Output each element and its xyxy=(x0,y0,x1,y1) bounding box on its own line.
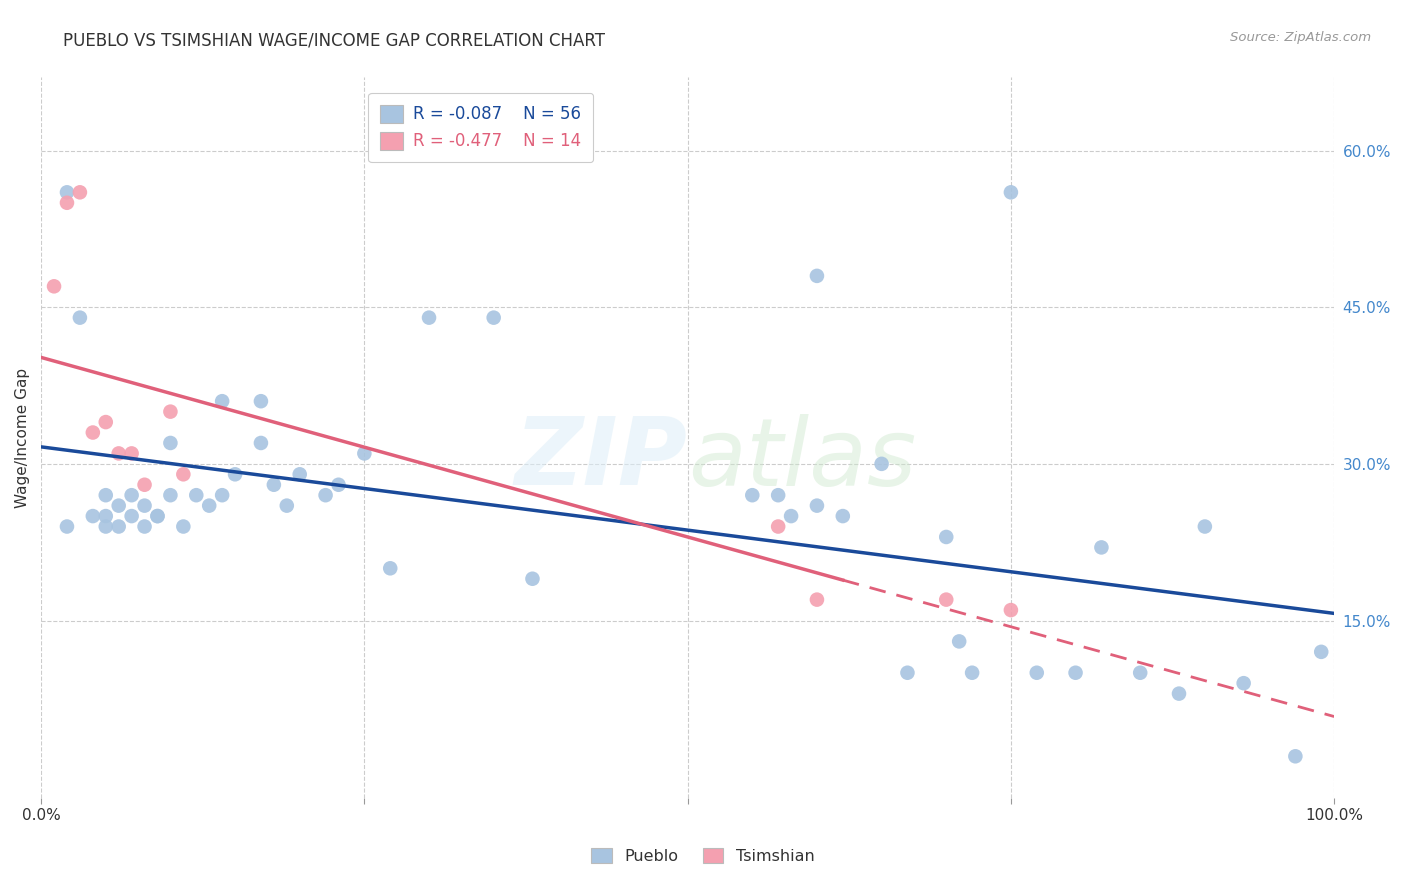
Point xyxy=(780,509,803,524)
Point xyxy=(211,394,233,409)
Text: PUEBLO VS TSIMSHIAN WAGE/INCOME GAP CORRELATION CHART: PUEBLO VS TSIMSHIAN WAGE/INCOME GAP CORR… xyxy=(63,31,605,49)
Point xyxy=(172,519,194,533)
Legend: R = -0.087    N = 56, R = -0.477    N = 14: R = -0.087 N = 56, R = -0.477 N = 14 xyxy=(368,93,593,162)
Point xyxy=(766,519,789,533)
Point xyxy=(56,186,79,200)
Text: Source: ZipAtlas.com: Source: ZipAtlas.com xyxy=(1230,31,1371,45)
Point xyxy=(224,467,246,482)
Point xyxy=(806,499,828,513)
Point xyxy=(82,509,104,524)
Point xyxy=(121,446,143,460)
Point xyxy=(56,195,79,210)
Point xyxy=(315,488,337,502)
Point xyxy=(522,572,544,586)
Point xyxy=(960,665,983,680)
Point xyxy=(935,592,957,607)
Text: ZIP: ZIP xyxy=(515,413,688,506)
Point xyxy=(935,530,957,544)
Point xyxy=(418,310,440,325)
Point xyxy=(288,467,311,482)
Point xyxy=(1064,665,1087,680)
Point xyxy=(134,499,156,513)
Point xyxy=(353,446,375,460)
Point xyxy=(121,488,143,502)
Point xyxy=(1129,665,1152,680)
Point xyxy=(198,499,221,513)
Point xyxy=(806,268,828,283)
Point xyxy=(94,488,117,502)
Point xyxy=(1233,676,1256,690)
Point xyxy=(211,488,233,502)
Point xyxy=(1284,749,1306,764)
Point xyxy=(121,509,143,524)
Point xyxy=(159,488,181,502)
Point xyxy=(1168,687,1191,701)
Point xyxy=(56,519,79,533)
Point xyxy=(948,634,970,648)
Legend: Pueblo, Tsimshian: Pueblo, Tsimshian xyxy=(585,842,821,871)
Point xyxy=(1090,541,1112,555)
Point xyxy=(276,499,298,513)
Point xyxy=(172,467,194,482)
Point xyxy=(1000,186,1022,200)
Point xyxy=(806,592,828,607)
Point xyxy=(896,665,918,680)
Point xyxy=(1310,645,1333,659)
Point xyxy=(250,394,273,409)
Point xyxy=(146,509,169,524)
Point xyxy=(186,488,208,502)
Point xyxy=(1000,603,1022,617)
Point xyxy=(107,499,129,513)
Point xyxy=(482,310,505,325)
Point xyxy=(328,477,350,491)
Y-axis label: Wage/Income Gap: Wage/Income Gap xyxy=(15,368,30,508)
Point xyxy=(107,446,129,460)
Point xyxy=(263,477,285,491)
Point xyxy=(82,425,104,440)
Point xyxy=(134,477,156,491)
Point xyxy=(94,519,117,533)
Point xyxy=(107,519,129,533)
Point xyxy=(134,519,156,533)
Point xyxy=(766,488,789,502)
Point xyxy=(94,509,117,524)
Point xyxy=(741,488,763,502)
Point xyxy=(1194,519,1216,533)
Point xyxy=(159,404,181,418)
Point xyxy=(42,279,65,293)
Point xyxy=(1025,665,1047,680)
Point xyxy=(380,561,402,575)
Point xyxy=(69,186,91,200)
Point xyxy=(159,436,181,450)
Point xyxy=(250,436,273,450)
Point xyxy=(94,415,117,429)
Point xyxy=(831,509,853,524)
Point xyxy=(69,310,91,325)
Point xyxy=(870,457,893,471)
Point xyxy=(146,509,169,524)
Text: atlas: atlas xyxy=(688,414,915,505)
